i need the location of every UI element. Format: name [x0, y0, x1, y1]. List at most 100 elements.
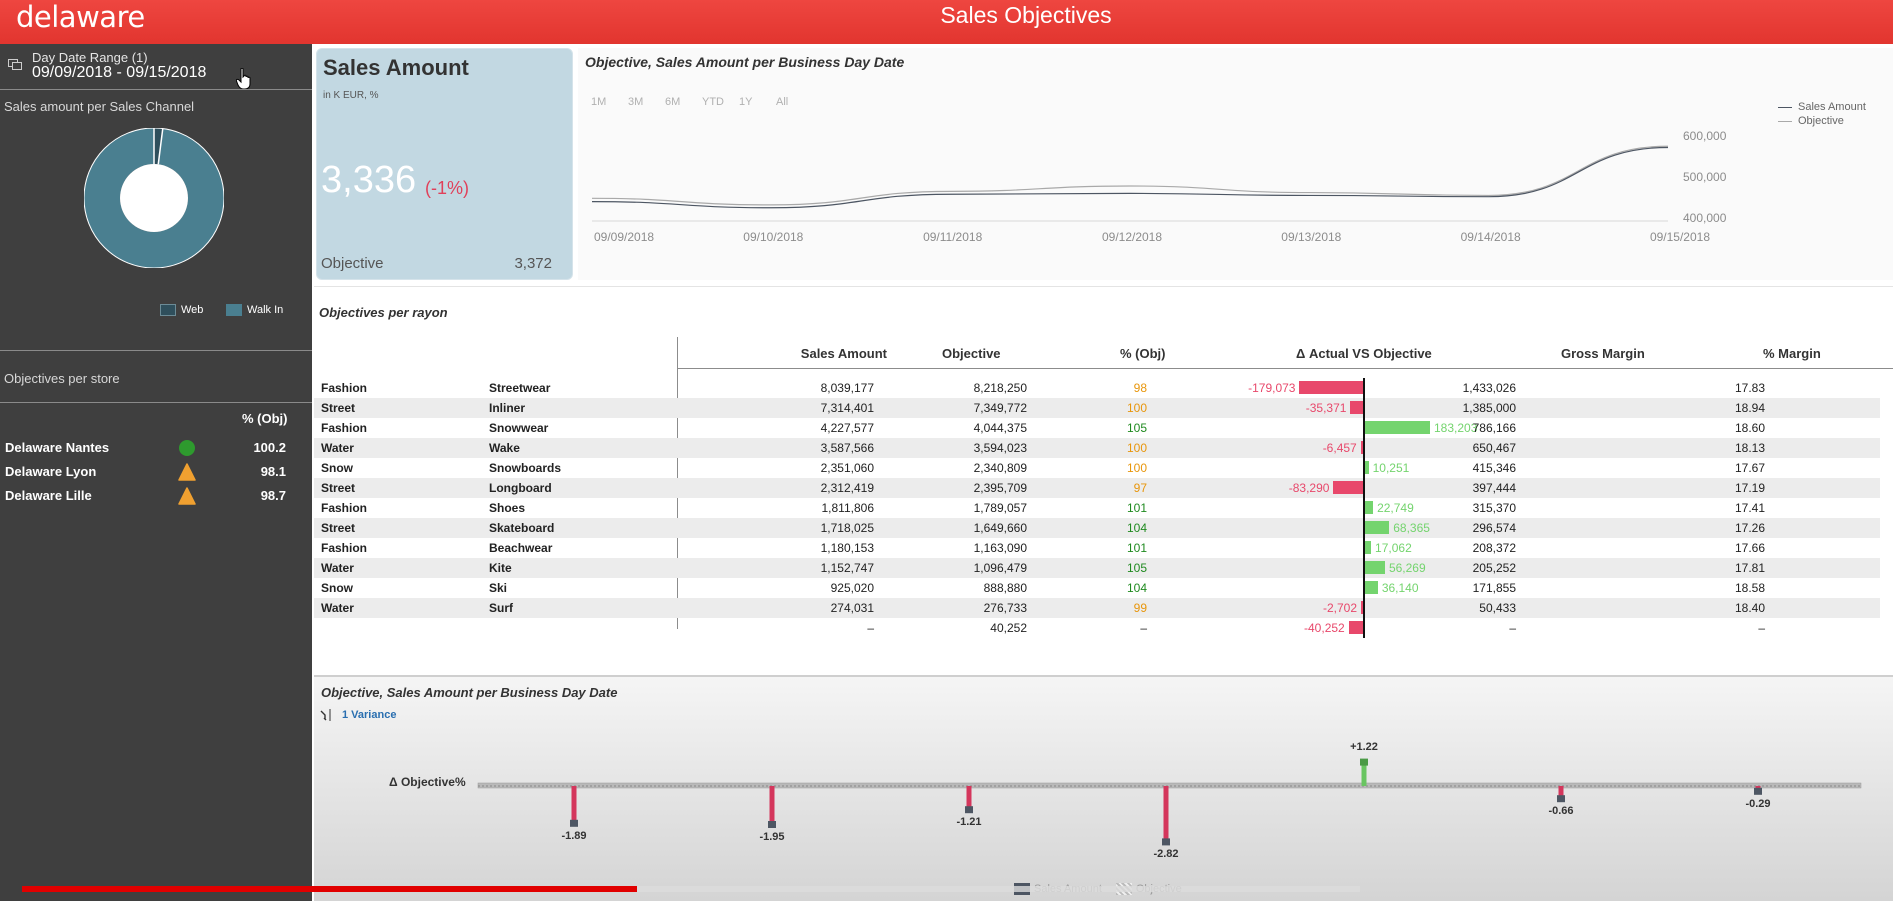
variance-y-label: Δ Objective%	[389, 775, 466, 789]
store-row[interactable]: Delaware Nantes 100.2	[0, 437, 300, 459]
table-row[interactable]: Fashion Shoes 1,811,806 1,789,057 101 22,749 3…	[314, 498, 1880, 518]
range-button-6m[interactable]: 6M	[665, 96, 681, 108]
delta-bar[interactable]	[1365, 461, 1369, 474]
variance-bar[interactable]	[1558, 786, 1564, 800]
table-row[interactable]: Water Wake 3,587,566 3,594,023 100 -6,457 650,…	[314, 438, 1880, 458]
store-name: Delaware Lyon	[5, 464, 97, 479]
header-pct-obj[interactable]: % (Obj)	[1120, 346, 1166, 361]
table-row[interactable]: Street Skateboard 1,718,025 1,649,660 104 68,…	[314, 518, 1880, 538]
delta-bar[interactable]	[1361, 601, 1363, 614]
header-delta-actual-vs-objective[interactable]: Δ Actual VS Objective	[1296, 346, 1432, 361]
variance-bar[interactable]	[769, 786, 775, 825]
range-button-3m[interactable]: 3M	[628, 96, 644, 108]
variance-bar[interactable]	[571, 786, 577, 824]
table-row[interactable]: Street Longboard 2,312,419 2,395,709 97 -83,2…	[314, 478, 1880, 498]
variance-bar-marker	[1754, 787, 1762, 795]
variance-bar[interactable]	[1163, 786, 1169, 843]
cell-pct-obj: 99	[1133, 601, 1147, 615]
delta-bar[interactable]	[1348, 621, 1363, 634]
cell-subcategory: Ski	[489, 581, 508, 595]
delta-bar[interactable]	[1299, 381, 1363, 394]
cell-category: Fashion	[321, 421, 368, 435]
legend-walk-in-swatch	[226, 304, 242, 316]
table-row[interactable]: – 40,252 – -40,252 – –	[314, 618, 1880, 638]
date-range-value[interactable]: 09/09/2018 - 09/15/2018	[32, 64, 207, 81]
table-row[interactable]: Fashion Beachwear 1,180,153 1,163,090 101 17,…	[314, 538, 1880, 558]
line-chart[interactable]: 09/09/2018 09/10/2018 09/11/2018 09/12/2018…	[578, 48, 1893, 280]
variance-link[interactable]: 1 Variance	[342, 709, 397, 721]
delta-bar[interactable]	[1365, 501, 1374, 514]
table-row[interactable]: Snow Ski 925,020 888,880 104 36,140 171,855 18.…	[314, 578, 1880, 598]
line-series-sales-amount[interactable]	[591, 146, 1669, 209]
variance-value-label: -2.82	[1153, 848, 1179, 861]
range-button-1m[interactable]: 1M	[591, 96, 607, 108]
variance-icon[interactable]	[319, 708, 337, 722]
cell-objective: 8,218,250	[973, 381, 1027, 395]
delta-bar-value: 17,062	[1375, 541, 1412, 555]
variance-bar[interactable]	[1361, 761, 1367, 786]
video-progress-track[interactable]	[22, 886, 1360, 892]
sales-amount-tile[interactable]: Sales Amount in K EUR, % 3,336 (-1%) Obj…	[316, 48, 573, 280]
delta-bar[interactable]	[1350, 401, 1363, 414]
cell-sales-amount: 3,587,566	[820, 441, 874, 455]
table-row[interactable]: Street Inliner 7,314,401 7,349,772 100 -35,37…	[314, 398, 1880, 418]
delta-bar[interactable]	[1365, 541, 1372, 554]
table-row[interactable]: Water Surf 274,031 276,733 99 -2,702 50,433 18.…	[314, 598, 1880, 618]
date-range-icon[interactable]	[8, 59, 22, 70]
table-row[interactable]: Fashion Snowwear 4,227,577 4,044,375 105 183,…	[314, 418, 1880, 438]
legend-web[interactable]: Web	[160, 304, 203, 316]
cell-pct-obj: 104	[1126, 581, 1147, 595]
x-tick-label: 09/15/2018	[1650, 230, 1710, 244]
kpi-objective-value: 3,372	[514, 255, 552, 272]
cell-sales-amount: 2,351,060	[820, 461, 874, 475]
delta-bar[interactable]	[1360, 441, 1363, 454]
header-sales-amount[interactable]: Sales Amount	[800, 346, 887, 361]
table-row[interactable]: Snow Snowboards 2,351,060 2,340,809 100 10,25…	[314, 458, 1880, 478]
delta-zero-line	[1363, 398, 1365, 418]
delta-bar[interactable]	[1365, 421, 1430, 434]
line-legend-item[interactable]: Sales Amount	[1778, 100, 1866, 114]
sales-channel-donut-chart[interactable]	[84, 128, 224, 268]
store-pct-value: 100.2	[253, 440, 286, 455]
range-button-1y[interactable]: 1Y	[739, 96, 753, 108]
variance-value-label: -0.66	[1548, 805, 1574, 818]
table-row[interactable]: Fashion Streetwear 8,039,177 8,218,250 98 -17…	[314, 378, 1880, 398]
legend-walk-in[interactable]: Walk In	[226, 304, 283, 316]
delta-bar[interactable]	[1365, 581, 1378, 594]
delta-bar-value: 22,749	[1377, 501, 1414, 515]
delta-bar[interactable]	[1333, 481, 1363, 494]
variance-bar-marker	[1557, 795, 1565, 803]
line-legend-item[interactable]: Objective	[1778, 114, 1866, 128]
cell-subcategory: Snowwear	[489, 421, 549, 435]
range-button-ytd[interactable]: YTD	[702, 96, 724, 108]
donut-slice-walk-in[interactable]	[84, 128, 224, 268]
line-legend-label: Objective	[1798, 115, 1844, 127]
line-series-objective[interactable]	[591, 145, 1669, 206]
cell-pct-obj: 105	[1126, 561, 1147, 575]
variance-bar-marker	[1360, 758, 1368, 766]
header-gross-margin[interactable]: Gross Margin	[1561, 346, 1645, 361]
cell-pct-obj: 100	[1126, 461, 1147, 475]
header-pct-margin[interactable]: % Margin	[1763, 346, 1821, 361]
variance-value-label: -0.29	[1745, 797, 1771, 810]
cell-pct-obj: 98	[1133, 381, 1147, 395]
x-tick-label: 09/10/2018	[743, 230, 803, 244]
cell-gross-margin: 650,467	[1472, 441, 1516, 455]
store-row[interactable]: Delaware Lyon 98.1	[0, 461, 300, 483]
variance-bar-marker	[768, 821, 776, 828]
cell-category: Fashion	[321, 501, 368, 515]
cell-objective: 2,340,809	[973, 461, 1027, 475]
variance-bar[interactable]	[966, 786, 972, 811]
date-range-label[interactable]: Day Date Range (1)	[32, 50, 148, 65]
video-progress-fill	[22, 886, 638, 892]
cell-subcategory: Inliner	[489, 401, 526, 415]
y-tick-label: 400,000	[1683, 211, 1727, 225]
delta-bar[interactable]	[1365, 561, 1385, 574]
header-objective[interactable]: Objective	[942, 346, 1001, 361]
range-button-all[interactable]: All	[776, 96, 789, 108]
delta-bar[interactable]	[1365, 521, 1390, 534]
table-row[interactable]: Water Kite 1,152,747 1,096,479 105 56,269 205,…	[314, 558, 1880, 578]
cell-sales-amount: 1,718,025	[820, 521, 874, 535]
store-row[interactable]: Delaware Lille 98.7	[0, 485, 300, 507]
variance-chart[interactable]	[314, 677, 1893, 901]
